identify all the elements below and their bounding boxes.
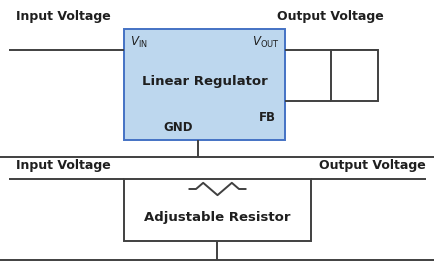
Text: $V_{\mathregular{OUT}}$: $V_{\mathregular{OUT}}$ [252, 35, 279, 50]
Text: Input Voltage: Input Voltage [16, 10, 110, 23]
Text: GND: GND [163, 121, 193, 134]
Text: Output Voltage: Output Voltage [318, 159, 424, 172]
Text: Input Voltage: Input Voltage [16, 159, 110, 172]
Bar [124, 29, 284, 140]
Bar [124, 179, 310, 241]
Bar [330, 50, 378, 101]
Text: FB: FB [258, 111, 276, 124]
Text: Output Voltage: Output Voltage [276, 10, 383, 23]
Text: Adjustable Resistor: Adjustable Resistor [144, 211, 290, 223]
Text: Linear Regulator: Linear Regulator [141, 75, 267, 88]
Text: $V_{\mathregular{IN}}$: $V_{\mathregular{IN}}$ [129, 35, 147, 50]
